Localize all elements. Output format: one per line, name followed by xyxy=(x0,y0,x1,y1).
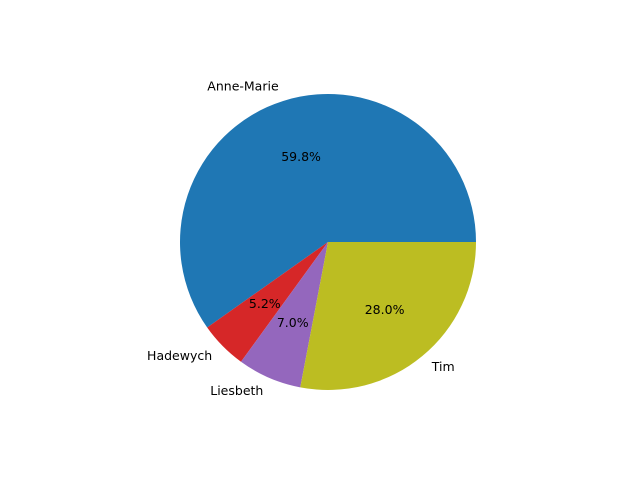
pie-slice-tim xyxy=(300,242,476,390)
slice-label-tim: Tim xyxy=(431,359,455,374)
slices-layer xyxy=(180,94,476,390)
labels-layer: Anne-Marie 59.8% Hadewych 5.2% Liesbeth 7.0% T… xyxy=(147,78,455,398)
pie-slice-hadewych xyxy=(207,242,328,362)
pie-slice-anne-marie xyxy=(180,94,476,328)
slice-label-liesbeth: Liesbeth xyxy=(210,383,263,398)
slice-percent-tim: 28.0% xyxy=(365,302,405,317)
slice-percent-liesbeth: 7.0% xyxy=(277,315,309,330)
slice-label-anne-marie: Anne-Marie xyxy=(207,78,279,93)
pie-slice-liesbeth xyxy=(241,242,328,388)
slice-percent-anne-marie: 59.8% xyxy=(281,149,321,164)
slice-label-hadewych: Hadewych xyxy=(147,348,212,363)
slice-percent-hadewych: 5.2% xyxy=(249,296,281,311)
